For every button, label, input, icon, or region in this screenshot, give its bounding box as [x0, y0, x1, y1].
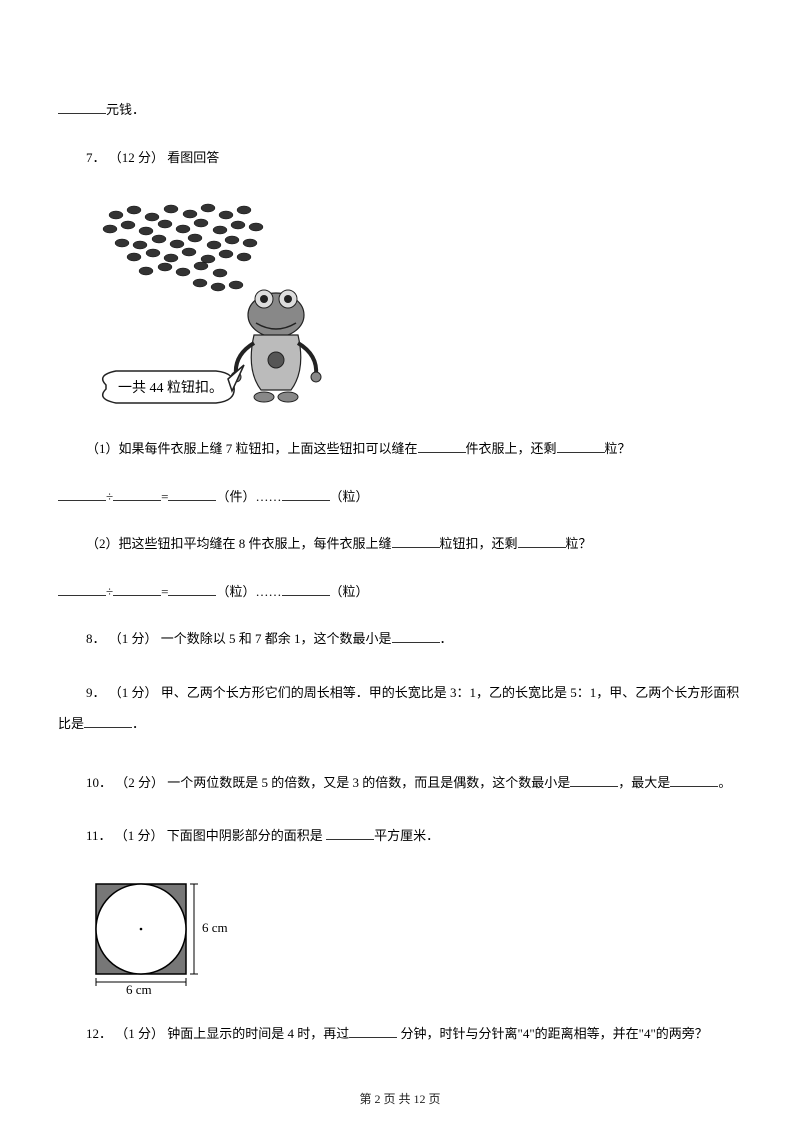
q10-blank2[interactable]: [670, 774, 718, 787]
bubble-text: 一共 44 粒钮扣。: [118, 380, 223, 396]
q7p2e-b2[interactable]: [113, 583, 161, 596]
frog-character: [231, 290, 321, 402]
q8-num: 8．: [86, 631, 106, 646]
page-footer: 第 2 页 共 12 页: [0, 1090, 800, 1108]
q7p2e-b4[interactable]: [282, 583, 330, 596]
q7p1-blank2[interactable]: [557, 440, 605, 453]
q7-title: 看图回答: [167, 150, 219, 165]
q7p1-blank1[interactable]: [418, 440, 466, 453]
q11-a: 下面图中阴影部分的面积是: [167, 828, 326, 843]
q7p2-c: 粒？: [566, 536, 592, 551]
q11: 11． （1 分） 下面图中阴影部分的面积是 平方厘米．: [58, 826, 742, 846]
dim-right: 6 cm: [202, 920, 228, 935]
q12-pts: （1 分）: [115, 1026, 164, 1041]
q10-a: 一个两位数既是 5 的倍数，又是 3 的倍数，而且是偶数，这个数最小是: [167, 775, 570, 790]
q8-blank[interactable]: [392, 630, 440, 643]
q11-b: 平方厘米．: [374, 828, 439, 843]
q8-b: ．: [440, 631, 453, 646]
q6-suffix: 元钱．: [106, 102, 145, 117]
dim-bottom: 6 cm: [126, 982, 152, 994]
q7p1e-u2: （粒）: [330, 489, 369, 504]
square-circle-figure: 6 cm 6 cm: [86, 874, 256, 994]
q7-part2-eq: ÷ = （粒）…… （粒）: [58, 582, 742, 602]
q12-b: 分钟，时针与分针离"4"的距离相等，并在"4"的两旁？: [397, 1026, 707, 1041]
page-content: 元钱． 7． （12 分） 看图回答: [0, 0, 800, 1049]
q7p2-a: 把这些钮扣平均缝在 8 件衣服上，每件衣服上缝: [119, 536, 392, 551]
q10-pts: （2 分）: [115, 775, 164, 790]
q12: 12． （1 分） 钟面上显示的时间是 4 时，再过 分钟，时针与分针离"4"的…: [58, 1018, 742, 1049]
q7p2-b: 粒钮扣，还剩: [440, 536, 518, 551]
q7p1-c: 粒？: [605, 441, 631, 456]
q7-part2: （2）把这些钮扣平均缝在 8 件衣服上，每件衣服上缝 粒钮扣，还剩 粒？: [58, 534, 742, 554]
q7p1e-div: ÷: [106, 489, 113, 504]
q7p2-blank1[interactable]: [392, 535, 440, 548]
q7p1e-b4[interactable]: [282, 488, 330, 501]
q7-pts: （12 分）: [109, 150, 164, 165]
q10-num: 10．: [86, 775, 112, 790]
q10-c: 。: [718, 775, 731, 790]
q7p1e-b3[interactable]: [168, 488, 216, 501]
q8: 8． （1 分） 一个数除以 5 和 7 都余 1，这个数最小是 ．: [58, 629, 742, 649]
q7p1e-b1[interactable]: [58, 488, 106, 501]
q10: 10． （2 分） 一个两位数既是 5 的倍数，又是 3 的倍数，而且是偶数，这…: [58, 767, 742, 798]
q7-part1-eq: ÷ = （件）…… （粒）: [58, 487, 742, 507]
q8-pts: （1 分）: [109, 631, 158, 646]
speech-bubble: 一共 44 粒钮扣。: [103, 365, 244, 403]
q9: 9． （1 分） 甲、乙两个长方形它们的周长相等．甲的长宽比是 3：1，乙的长宽…: [58, 677, 742, 739]
q8-a: 一个数除以 5 和 7 都余 1，这个数最小是: [161, 631, 392, 646]
q12-blank[interactable]: [349, 1025, 397, 1038]
q7-part1: （1）如果每件衣服上缝 7 粒钮扣，上面这些钮扣可以缝在 件衣服上，还剩 粒？: [58, 439, 742, 459]
q9-blank[interactable]: [84, 715, 132, 728]
buttons-figure: 一共 44 粒钮扣。: [86, 195, 336, 415]
q7-num: 7．: [86, 150, 106, 165]
q7p2e-eq: =: [161, 584, 168, 599]
q11-num: 11．: [86, 828, 112, 843]
q7p1-a: 如果每件衣服上缝 7 粒钮扣，上面这些钮扣可以缝在: [119, 441, 418, 456]
q7p2e-b3[interactable]: [168, 583, 216, 596]
q9-num: 9．: [86, 685, 106, 700]
q7-figure: 一共 44 粒钮扣。: [86, 195, 742, 415]
q9-b: ．: [132, 716, 145, 731]
q7p1e-u1: （件）……: [216, 489, 281, 504]
q12-num: 12．: [86, 1026, 112, 1041]
page-number: 第 2 页 共 12 页: [359, 1092, 440, 1106]
q10-blank1[interactable]: [570, 774, 618, 787]
q7-heading: 7． （12 分） 看图回答: [58, 148, 742, 168]
q10-b: ，最大是: [618, 775, 670, 790]
q11-blank[interactable]: [326, 827, 374, 840]
q7p2e-div: ÷: [106, 584, 113, 599]
q11-pts: （1 分）: [115, 828, 164, 843]
q7p2e-b1[interactable]: [58, 583, 106, 596]
q7p2e-u1: （粒）……: [216, 584, 281, 599]
q7p1e-b2[interactable]: [113, 488, 161, 501]
q6-blank[interactable]: [58, 101, 106, 114]
q6-tail: 元钱．: [58, 100, 742, 120]
q9-a: 甲、乙两个长方形它们的周长相等．甲的长宽比是 3：1，乙的长宽比是 5：1，甲、…: [58, 685, 739, 731]
q7p1-label: （1）: [86, 441, 119, 456]
q7p2-blank2[interactable]: [518, 535, 566, 548]
q7p2e-u2: （粒）: [330, 584, 369, 599]
q12-a: 钟面上显示的时间是 4 时，再过: [167, 1026, 349, 1041]
q7p1e-eq: =: [161, 489, 168, 504]
q7p2-label: （2）: [86, 536, 119, 551]
q11-figure: 6 cm 6 cm: [86, 874, 742, 994]
q9-pts: （1 分）: [109, 685, 158, 700]
q7p1-b: 件衣服上，还剩: [466, 441, 557, 456]
